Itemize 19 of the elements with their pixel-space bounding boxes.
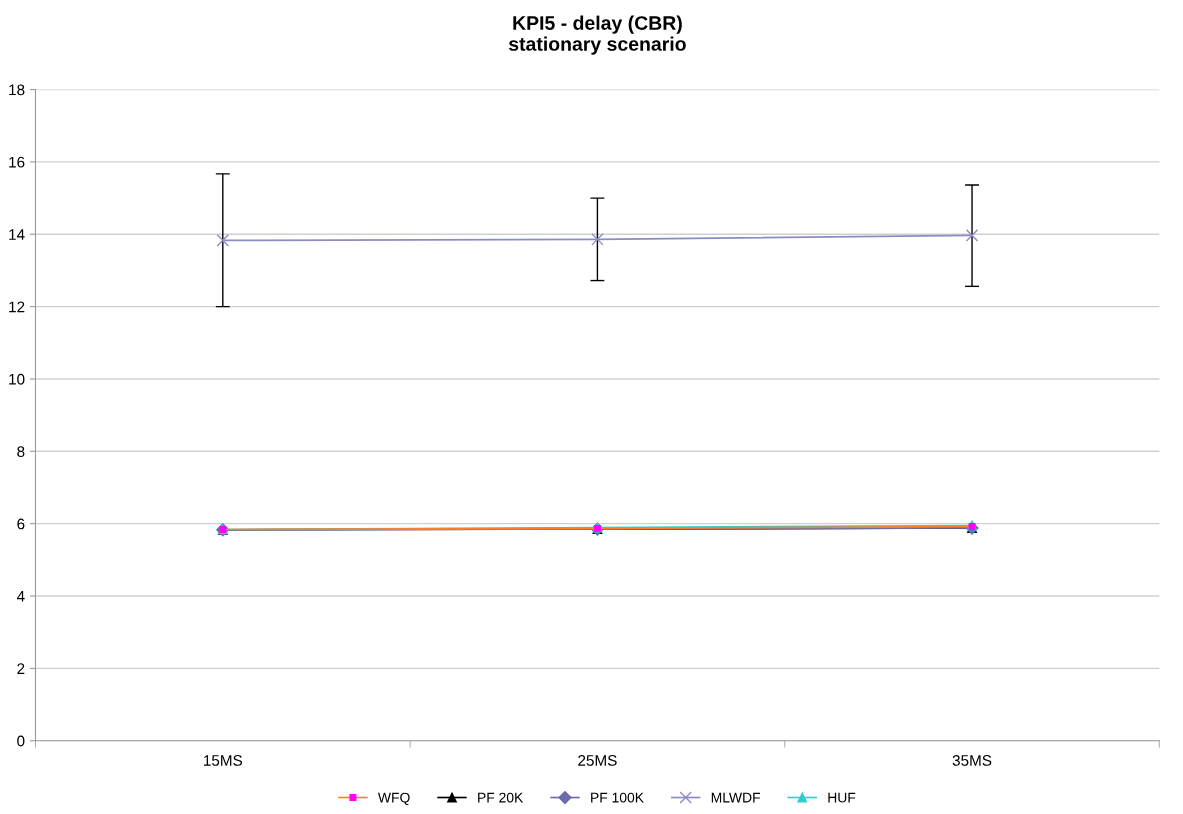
legend-label: PF 100K — [591, 792, 644, 803]
y-tick-label: 18 — [9, 84, 25, 96]
y-tick-label: 8 — [17, 446, 25, 457]
x-tick-label: 25MS — [578, 755, 617, 766]
x-tick-label: 15MS — [204, 755, 243, 766]
y-tick-label: 4 — [16, 591, 25, 602]
legend-label: WFQ — [377, 792, 410, 805]
legend-label: PF 20K — [478, 792, 524, 803]
y-tick-label: 0 — [17, 735, 25, 747]
y-tick-label: 6 — [17, 518, 25, 530]
y-tick-label: 16 — [9, 156, 25, 168]
y-tick-label: 2 — [17, 663, 25, 674]
x-tick-label: 35MS — [952, 755, 992, 766]
legend-label: MLWDF — [711, 792, 761, 803]
y-tick-label: 12 — [9, 301, 25, 313]
legend-label: HUF — [828, 792, 856, 803]
y-tick-label: 10 — [9, 373, 25, 385]
chart-title: KPI5 - delay (CBR) stationary scenario — [508, 15, 686, 55]
y-tick-label: 14 — [9, 229, 25, 240]
